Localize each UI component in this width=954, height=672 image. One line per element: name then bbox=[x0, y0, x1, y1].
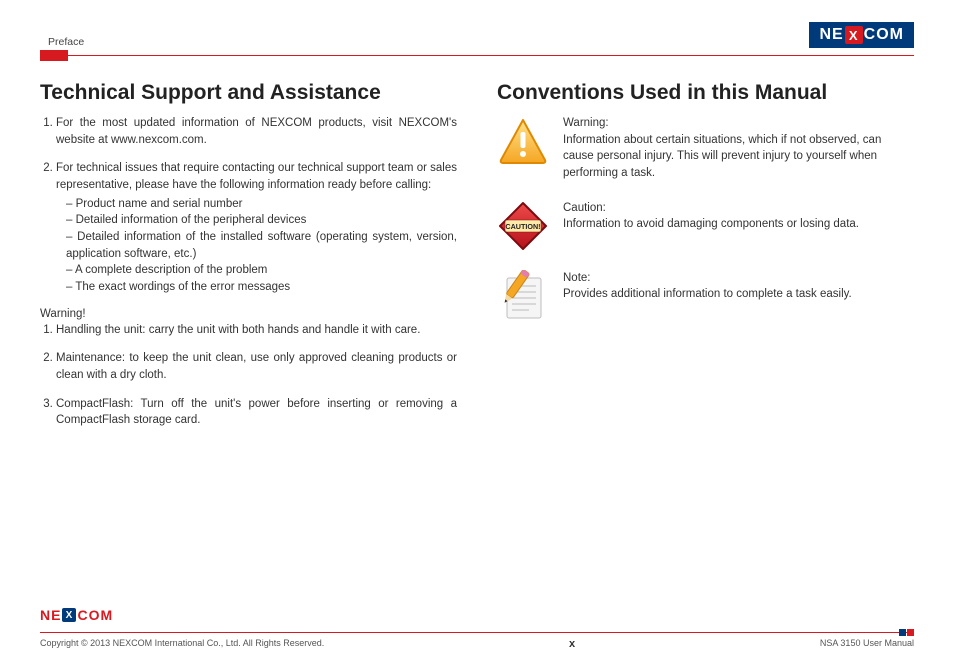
header-rule bbox=[40, 54, 914, 57]
convention-text: Warning: Information about certain situa… bbox=[563, 115, 914, 182]
footer-rule bbox=[40, 631, 914, 634]
logo-part-left: NE bbox=[819, 26, 843, 44]
convention-caution: CAUTION! Caution: Information to avoid d… bbox=[497, 200, 914, 252]
warning-subheading: Warning! bbox=[40, 308, 457, 320]
page: Preface NE X COM Technical Support and A… bbox=[0, 0, 954, 672]
convention-text: Caution: Information to avoid damaging c… bbox=[563, 200, 914, 252]
convention-body: Provides additional information to compl… bbox=[563, 288, 852, 300]
warning-list: Handling the unit: carry the unit with b… bbox=[40, 322, 457, 429]
sublist-item: Product name and serial number bbox=[66, 196, 457, 213]
footer-logo: NE X COM bbox=[40, 607, 914, 623]
item-text: For technical issues that require contac… bbox=[56, 162, 457, 191]
footer-logo-x-icon: X bbox=[62, 608, 76, 622]
footer-square-red-icon bbox=[907, 629, 914, 636]
item-text: For the most updated information of NEXC… bbox=[56, 117, 457, 146]
list-item: CompactFlash: Turn off the unit's power … bbox=[56, 396, 457, 429]
convention-text: Note: Provides additional information to… bbox=[563, 270, 914, 322]
convention-body: Information about certain situations, wh… bbox=[563, 134, 881, 179]
page-header: Preface NE X COM bbox=[40, 22, 914, 54]
sublist-item: The exact wordings of the error messages bbox=[66, 279, 457, 296]
footer-row: Copyright © 2013 NEXCOM International Co… bbox=[40, 638, 914, 650]
footer-logo-left: NE bbox=[40, 607, 61, 623]
header-rule-block bbox=[40, 50, 68, 61]
left-column: Technical Support and Assistance For the… bbox=[40, 81, 457, 607]
list-item: Maintenance: to keep the unit clean, use… bbox=[56, 350, 457, 383]
right-column: Conventions Used in this Manual bbox=[497, 81, 914, 607]
list-item: For technical issues that require contac… bbox=[56, 160, 457, 295]
nexcom-logo: NE X COM bbox=[809, 22, 914, 48]
content-columns: Technical Support and Assistance For the… bbox=[40, 81, 914, 607]
list-item: Handling the unit: carry the unit with b… bbox=[56, 322, 457, 339]
breadcrumb: Preface bbox=[40, 36, 84, 48]
convention-label: Caution: bbox=[563, 202, 606, 214]
footer-square-blue-icon bbox=[899, 629, 906, 636]
tech-support-heading: Technical Support and Assistance bbox=[40, 81, 457, 105]
doc-title: NSA 3150 User Manual bbox=[820, 638, 914, 648]
note-pencil-icon bbox=[497, 270, 549, 322]
page-footer: NE X COM Copyright © 2013 NEXCOM Interna… bbox=[40, 607, 914, 650]
footer-logo-right: COM bbox=[77, 607, 113, 623]
tech-support-list: For the most updated information of NEXC… bbox=[40, 115, 457, 296]
logo-part-right: COM bbox=[864, 26, 904, 44]
logo-x-icon: X bbox=[845, 26, 863, 44]
sublist-item: A complete description of the problem bbox=[66, 262, 457, 279]
convention-label: Warning: bbox=[563, 117, 609, 129]
copyright-text: Copyright © 2013 NEXCOM International Co… bbox=[40, 638, 324, 648]
convention-label: Note: bbox=[563, 272, 591, 284]
footer-rule-line bbox=[40, 632, 914, 633]
warning-triangle-icon bbox=[497, 115, 549, 167]
sublist-item: Detailed information of the peripheral d… bbox=[66, 212, 457, 229]
convention-body: Information to avoid damaging components… bbox=[563, 218, 859, 230]
sublist-item: Detailed information of the installed so… bbox=[66, 229, 457, 262]
caution-diamond-icon: CAUTION! bbox=[497, 200, 549, 252]
page-number: x bbox=[569, 638, 575, 650]
list-item: For the most updated information of NEXC… bbox=[56, 115, 457, 148]
header-rule-line bbox=[40, 55, 914, 56]
convention-note: Note: Provides additional information to… bbox=[497, 270, 914, 322]
sublist: Product name and serial number Detailed … bbox=[56, 196, 457, 296]
conventions-heading: Conventions Used in this Manual bbox=[497, 81, 914, 105]
caution-badge-text: CAUTION! bbox=[505, 222, 540, 231]
convention-warning: Warning: Information about certain situa… bbox=[497, 115, 914, 182]
